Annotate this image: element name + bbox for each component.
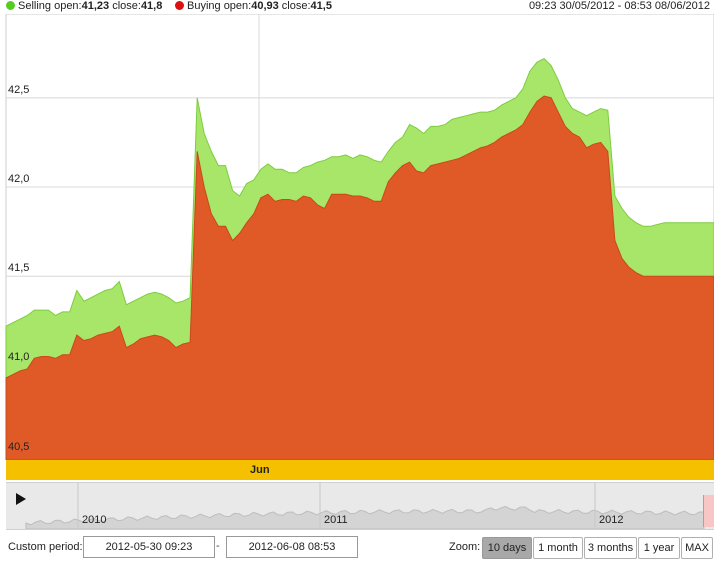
selling-close-value: 41,8 xyxy=(140,0,163,12)
navigator-year-2010: 2010 xyxy=(82,514,107,526)
period-separator: - xyxy=(216,540,220,552)
navigator-area xyxy=(25,505,705,529)
x-axis-label-jun: Jun xyxy=(250,464,270,476)
period-controls: Custom period: 2012-05-30 09:23 - 2012-0… xyxy=(0,536,714,560)
navigator-year-2012: 2012 xyxy=(599,514,624,526)
period-to-input[interactable]: 2012-06-08 08:53 xyxy=(226,536,358,558)
y-tick-label-2: 41,5 xyxy=(8,262,30,275)
date-range-text: 09:23 30/05/2012 - 08:53 08/06/2012 xyxy=(528,0,710,12)
navigator-year-2011: 2011 xyxy=(324,514,348,526)
buying-open-value: 40,93 xyxy=(251,0,279,12)
zoom-1-month-button[interactable]: 1 month xyxy=(533,537,583,559)
zoom-10-days-button[interactable]: 10 days xyxy=(482,537,532,559)
buying-dot-icon xyxy=(175,1,184,10)
chart-legend: Selling open:41,23 close:41,8 Buying ope… xyxy=(0,0,714,14)
navigator-sparkline xyxy=(25,483,705,529)
y-tick-label-4: 42,5 xyxy=(8,83,30,96)
buying-close-value: 41,5 xyxy=(310,0,332,12)
legend-buying-label: Buying open: xyxy=(187,0,252,12)
zoom-3-months-button[interactable]: 3 months xyxy=(584,537,637,559)
y-tick-label-3: 42,0 xyxy=(8,173,30,186)
price-chart[interactable]: 40,5 41,0 41,5 42,0 42,5 xyxy=(0,14,714,460)
legend-buying[interactable]: Buying open:40,93 close:41,5 xyxy=(175,0,332,12)
zoom-label: Zoom: xyxy=(449,541,481,553)
zoom-1-year-button[interactable]: 1 year xyxy=(638,537,680,559)
chart-svg[interactable] xyxy=(0,14,714,460)
navigator-range-handle[interactable] xyxy=(703,495,714,527)
legend-selling-label: Selling open: xyxy=(18,0,82,12)
selling-open-value: 41,23 xyxy=(81,0,110,12)
selling-dot-icon xyxy=(6,1,15,10)
month-band: Jun xyxy=(6,460,714,480)
zoom-max-button[interactable]: MAX xyxy=(681,537,713,559)
selling-close-label: close: xyxy=(109,0,141,12)
period-from-input[interactable]: 2012-05-30 09:23 xyxy=(83,536,215,558)
buying-close-label: close: xyxy=(278,0,311,12)
custom-period-label: Custom period: xyxy=(8,541,83,553)
legend-selling[interactable]: Selling open:41,23 close:41,8 xyxy=(6,0,162,12)
y-tick-label-0: 40,5 xyxy=(8,440,30,453)
play-icon[interactable] xyxy=(16,493,26,505)
buying-area[interactable] xyxy=(5,95,714,460)
y-tick-label-1: 41,0 xyxy=(8,351,30,364)
navigator[interactable]: 2010 2011 2012 xyxy=(6,482,714,530)
